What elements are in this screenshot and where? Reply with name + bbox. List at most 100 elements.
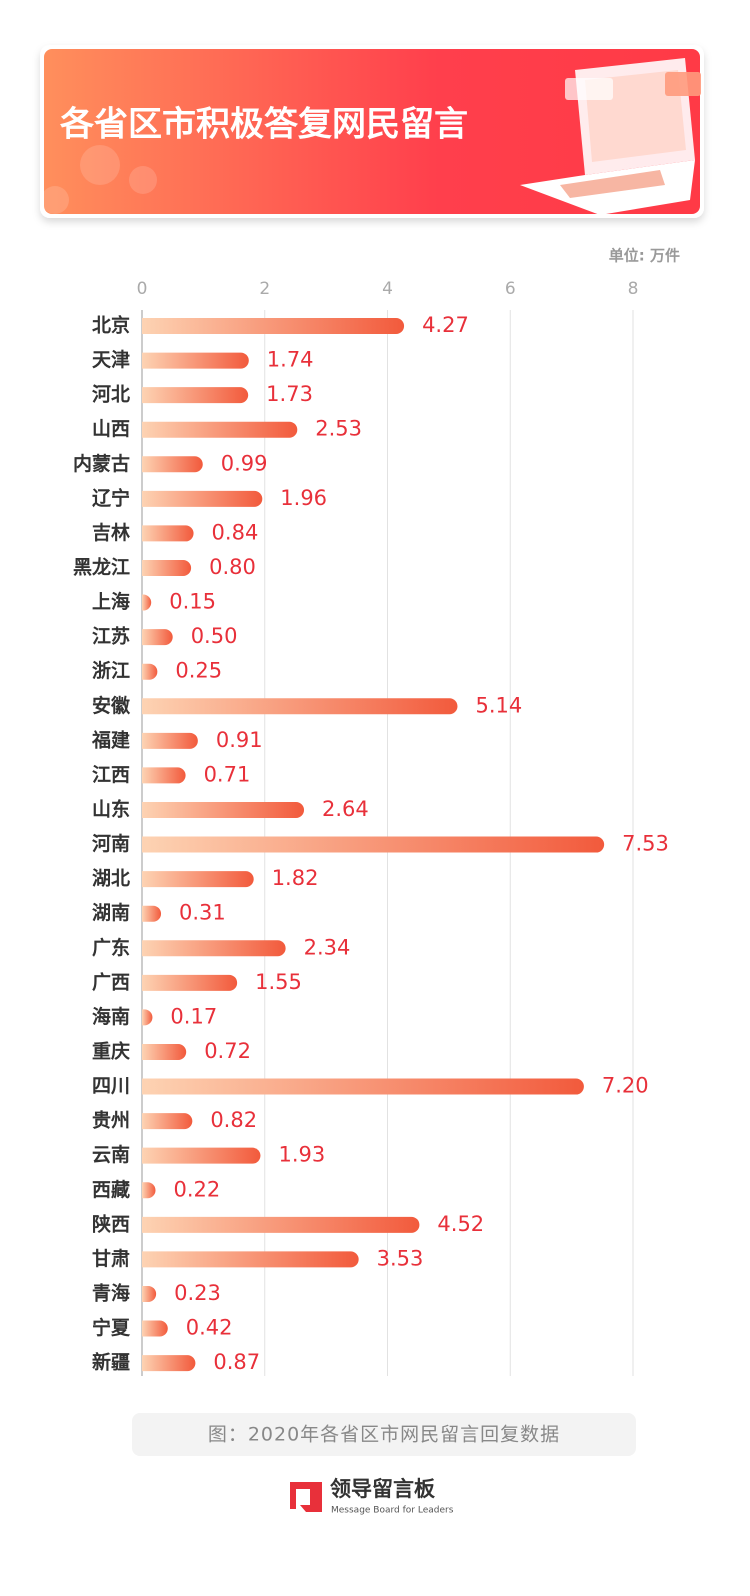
y-tick-label: 山东: [92, 797, 130, 820]
value-label: 0.23: [174, 1281, 221, 1305]
value-label: 0.99: [221, 451, 268, 475]
bar: [142, 352, 249, 369]
logo-title: 领导留言板: [330, 1477, 436, 1501]
value-label: 0.17: [170, 1004, 217, 1028]
value-label: 1.74: [267, 348, 314, 372]
bar: [142, 1216, 420, 1233]
bar: [142, 871, 254, 888]
value-label: 4.27: [422, 313, 469, 337]
x-tick-label: 4: [382, 279, 393, 299]
x-tick-label: 0: [137, 279, 148, 299]
bar: [142, 490, 263, 507]
bar: [142, 1285, 157, 1302]
y-tick-label: 北京: [92, 314, 130, 337]
bar: [142, 1147, 261, 1164]
bar: [142, 1355, 196, 1372]
y-tick-label: 江西: [92, 764, 130, 786]
y-tick-label: 海南: [92, 1005, 130, 1028]
bar: [142, 1182, 156, 1199]
y-tick-label: 上海: [92, 590, 130, 613]
value-label: 0.84: [212, 520, 259, 544]
y-tick-label: 湖北: [92, 868, 130, 890]
y-tick-label: 山西: [92, 418, 130, 440]
bar: [142, 1113, 193, 1130]
caption: 图：2020年各省区市网民留言回复数据: [208, 1424, 560, 1446]
bar: [142, 836, 605, 853]
value-label: 2.64: [322, 797, 369, 821]
y-tick-label: 广东: [92, 936, 130, 959]
y-tick-label: 内蒙古: [73, 452, 130, 475]
x-tick-label: 6: [505, 279, 516, 299]
bar: [142, 318, 405, 334]
y-tick-label: 江苏: [92, 625, 130, 648]
logo-subtitle: Message Board for Leaders: [331, 1506, 454, 1516]
value-label: 7.20: [602, 1074, 649, 1098]
logo: 领导留言板 Message Board for Leaders: [290, 1477, 454, 1516]
bar: [142, 801, 305, 818]
bar: [142, 663, 158, 680]
value-label: 0.91: [216, 728, 263, 752]
value-label: 0.31: [179, 901, 226, 925]
bar: [142, 387, 249, 404]
y-tick-label: 河北: [92, 384, 130, 406]
y-tick-label: 宁夏: [92, 1316, 131, 1339]
bar: [142, 905, 162, 922]
bar: [142, 1251, 359, 1268]
value-label: 4.52: [437, 1212, 484, 1236]
bar: [142, 421, 298, 438]
value-label: 3.53: [377, 1246, 424, 1270]
caption-box: [132, 1413, 636, 1456]
bar: [142, 698, 458, 715]
bar: [142, 594, 152, 611]
value-label: 2.53: [315, 417, 362, 441]
value-label: 0.80: [209, 555, 256, 579]
y-tick-label: 辽宁: [92, 486, 130, 509]
y-tick-label: 青海: [92, 1281, 130, 1304]
value-label: 0.72: [204, 1039, 251, 1063]
bar: [142, 629, 173, 646]
bar: [142, 559, 192, 576]
bar: [142, 525, 194, 542]
value-label: 0.42: [186, 1316, 233, 1340]
value-label: 0.22: [174, 1177, 221, 1201]
value-label: 1.55: [255, 970, 302, 994]
value-label: 1.96: [280, 486, 327, 510]
value-label: 1.93: [278, 1143, 325, 1167]
value-label: 1.82: [272, 866, 319, 890]
y-tick-label: 安徽: [92, 694, 131, 717]
bar: [142, 1009, 153, 1026]
y-tick-label: 新疆: [92, 1351, 130, 1374]
bar: [142, 1043, 187, 1060]
y-tick-label: 天津: [92, 348, 130, 371]
value-label: 0.25: [175, 659, 222, 683]
x-tick-label: 2: [259, 279, 270, 299]
value-label: 0.82: [210, 1108, 257, 1132]
y-tick-label: 浙江: [92, 659, 130, 682]
bar: [142, 456, 203, 473]
x-tick-label: 8: [628, 279, 639, 299]
value-label: 0.87: [213, 1350, 260, 1374]
bar: [142, 974, 238, 991]
y-tick-label: 贵州: [92, 1110, 130, 1132]
y-tick-label: 甘肃: [92, 1247, 130, 1270]
chart-title: 各省区市积极答复网民留言: [60, 105, 468, 145]
y-tick-label: 福建: [91, 728, 130, 751]
banner: 各省区市积极答复网民留言: [40, 45, 704, 218]
y-tick-label: 云南: [92, 1144, 130, 1166]
value-label: 0.50: [191, 624, 238, 648]
bar: [142, 940, 286, 957]
unit-label: 单位: 万件: [609, 247, 680, 265]
bar: [142, 1320, 168, 1337]
y-tick-label: 黑龙江: [73, 555, 130, 578]
value-label: 0.15: [169, 590, 216, 614]
value-label: 1.73: [266, 382, 313, 406]
y-tick-label: 吉林: [92, 521, 130, 544]
y-tick-label: 河南: [92, 833, 130, 855]
laptop-icon: [520, 58, 701, 215]
value-label: 7.53: [622, 832, 669, 856]
value-label: 2.34: [304, 935, 351, 959]
y-tick-label: 重庆: [92, 1039, 130, 1062]
y-tick-label: 西藏: [92, 1178, 130, 1201]
